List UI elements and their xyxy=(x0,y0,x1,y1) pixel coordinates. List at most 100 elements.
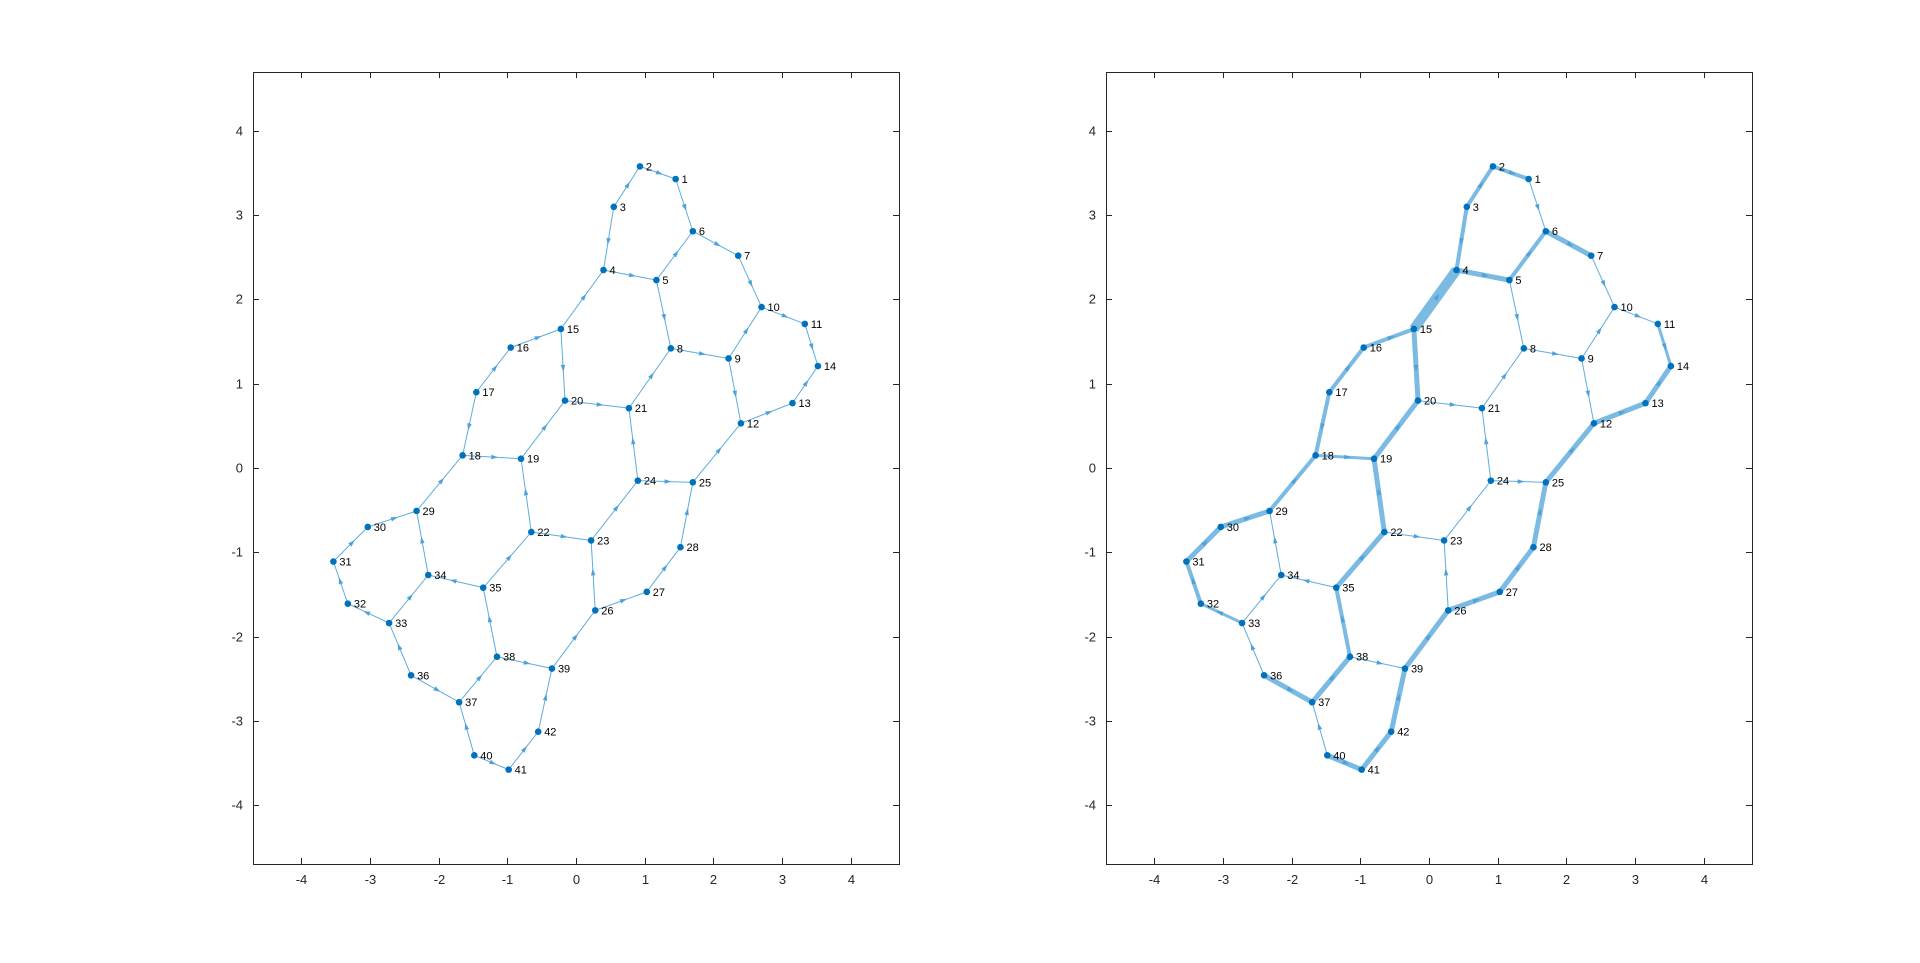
node-label: 29 xyxy=(423,506,435,518)
edge-arrow xyxy=(542,693,548,701)
edge-arrow xyxy=(1477,181,1484,189)
graph-edge xyxy=(1543,421,1596,484)
edge-arrow xyxy=(475,674,483,682)
graph-node xyxy=(507,344,515,351)
node-label: 1 xyxy=(1535,174,1541,186)
graph-node xyxy=(407,671,415,679)
graph-node xyxy=(528,528,535,536)
graph-node xyxy=(1542,479,1550,486)
graph-node xyxy=(505,766,512,773)
edge-arrow xyxy=(1344,364,1351,372)
edge-arrow xyxy=(467,423,472,431)
graph-node xyxy=(344,600,352,607)
edge-arrow xyxy=(1424,633,1431,641)
x-tick-label: 1 xyxy=(642,872,649,887)
edge-arrow xyxy=(1501,372,1507,380)
edge-arrow xyxy=(449,579,457,584)
node-label: 40 xyxy=(480,750,492,762)
node-label: 16 xyxy=(1370,343,1382,355)
node-label: 5 xyxy=(662,275,668,287)
y-tick-label: 4 xyxy=(236,124,243,139)
node-label: 37 xyxy=(465,697,477,709)
x-tick-label: -2 xyxy=(1287,872,1299,887)
graph-node xyxy=(1370,455,1378,463)
node-label: 8 xyxy=(1530,343,1536,355)
graph-node xyxy=(413,507,420,515)
y-tick-label: -3 xyxy=(231,714,243,729)
node-label: 25 xyxy=(1552,477,1564,489)
graph-edge xyxy=(1443,540,1449,611)
graph-node xyxy=(1654,320,1662,328)
edge-arrow xyxy=(1286,686,1294,692)
node-label: 38 xyxy=(503,652,515,664)
edge-arrow xyxy=(596,402,604,407)
node-label: 34 xyxy=(1287,570,1299,582)
graph-node xyxy=(600,266,607,274)
node-label: 28 xyxy=(686,542,698,554)
node-label: 17 xyxy=(1335,387,1347,399)
edge-arrow xyxy=(802,379,809,387)
edge-arrow xyxy=(1191,577,1197,585)
y-tick-label: 3 xyxy=(1089,208,1096,223)
edge-arrow xyxy=(1320,423,1325,431)
edge-arrow xyxy=(580,293,587,301)
edge-arrow xyxy=(1618,410,1626,416)
node-label: 27 xyxy=(1506,587,1518,599)
edge-arrow xyxy=(523,660,531,665)
node-label: 35 xyxy=(489,583,501,595)
graph-node xyxy=(557,325,565,333)
graph-edge xyxy=(628,348,672,409)
edge-arrow xyxy=(1585,390,1590,398)
graph-edge xyxy=(1443,480,1492,541)
edge-arrow xyxy=(1600,279,1606,288)
edge-arrow xyxy=(363,610,371,616)
graph-node xyxy=(1453,266,1460,274)
graph-edge xyxy=(560,328,566,401)
x-tick-label: -2 xyxy=(434,872,446,887)
y-tick-label: -4 xyxy=(231,798,243,813)
node-label: 14 xyxy=(824,361,836,373)
graph-node xyxy=(667,345,675,352)
graph-edge xyxy=(1409,267,1461,332)
edge-arrow xyxy=(1328,674,1336,682)
graph-edge xyxy=(1402,608,1451,671)
y-tick-label: -4 xyxy=(1084,798,1096,813)
edge-arrow xyxy=(1514,564,1521,572)
node-label: 20 xyxy=(1424,396,1436,408)
node-label: 7 xyxy=(1597,251,1603,263)
graph-edge xyxy=(560,269,604,330)
edge-arrow xyxy=(1472,599,1480,604)
node-label: 28 xyxy=(1539,542,1551,554)
x-tick-label: -3 xyxy=(365,872,377,887)
edge-arrow xyxy=(1358,554,1365,562)
graph-node xyxy=(455,698,463,706)
graph-node xyxy=(1360,344,1368,351)
graph-node xyxy=(643,588,651,596)
node-label: 42 xyxy=(544,727,556,739)
graph-node xyxy=(1387,728,1395,736)
node-label: 23 xyxy=(597,535,609,547)
edge-arrow xyxy=(808,343,814,351)
graph-node xyxy=(587,537,595,544)
x-tick-label: -3 xyxy=(1218,872,1230,887)
y-tick-label: 2 xyxy=(236,292,243,307)
edge-arrow xyxy=(433,686,441,692)
node-label: 23 xyxy=(1450,535,1462,547)
edge-arrow xyxy=(1342,759,1350,765)
edge-arrow xyxy=(1443,568,1449,576)
graph-edge xyxy=(692,423,742,483)
edge-arrow xyxy=(612,504,619,512)
graph-node xyxy=(1183,558,1190,565)
graph-node xyxy=(330,558,337,565)
graph-node xyxy=(734,252,742,259)
edge-arrow xyxy=(624,181,631,189)
node-label: 10 xyxy=(768,302,780,314)
edge-arrow xyxy=(1376,488,1382,496)
graph-node xyxy=(653,276,660,284)
node-label: 22 xyxy=(1390,527,1402,539)
x-tick-label: 2 xyxy=(710,872,717,887)
graph-node xyxy=(1358,766,1365,773)
graph-node xyxy=(1611,303,1618,311)
